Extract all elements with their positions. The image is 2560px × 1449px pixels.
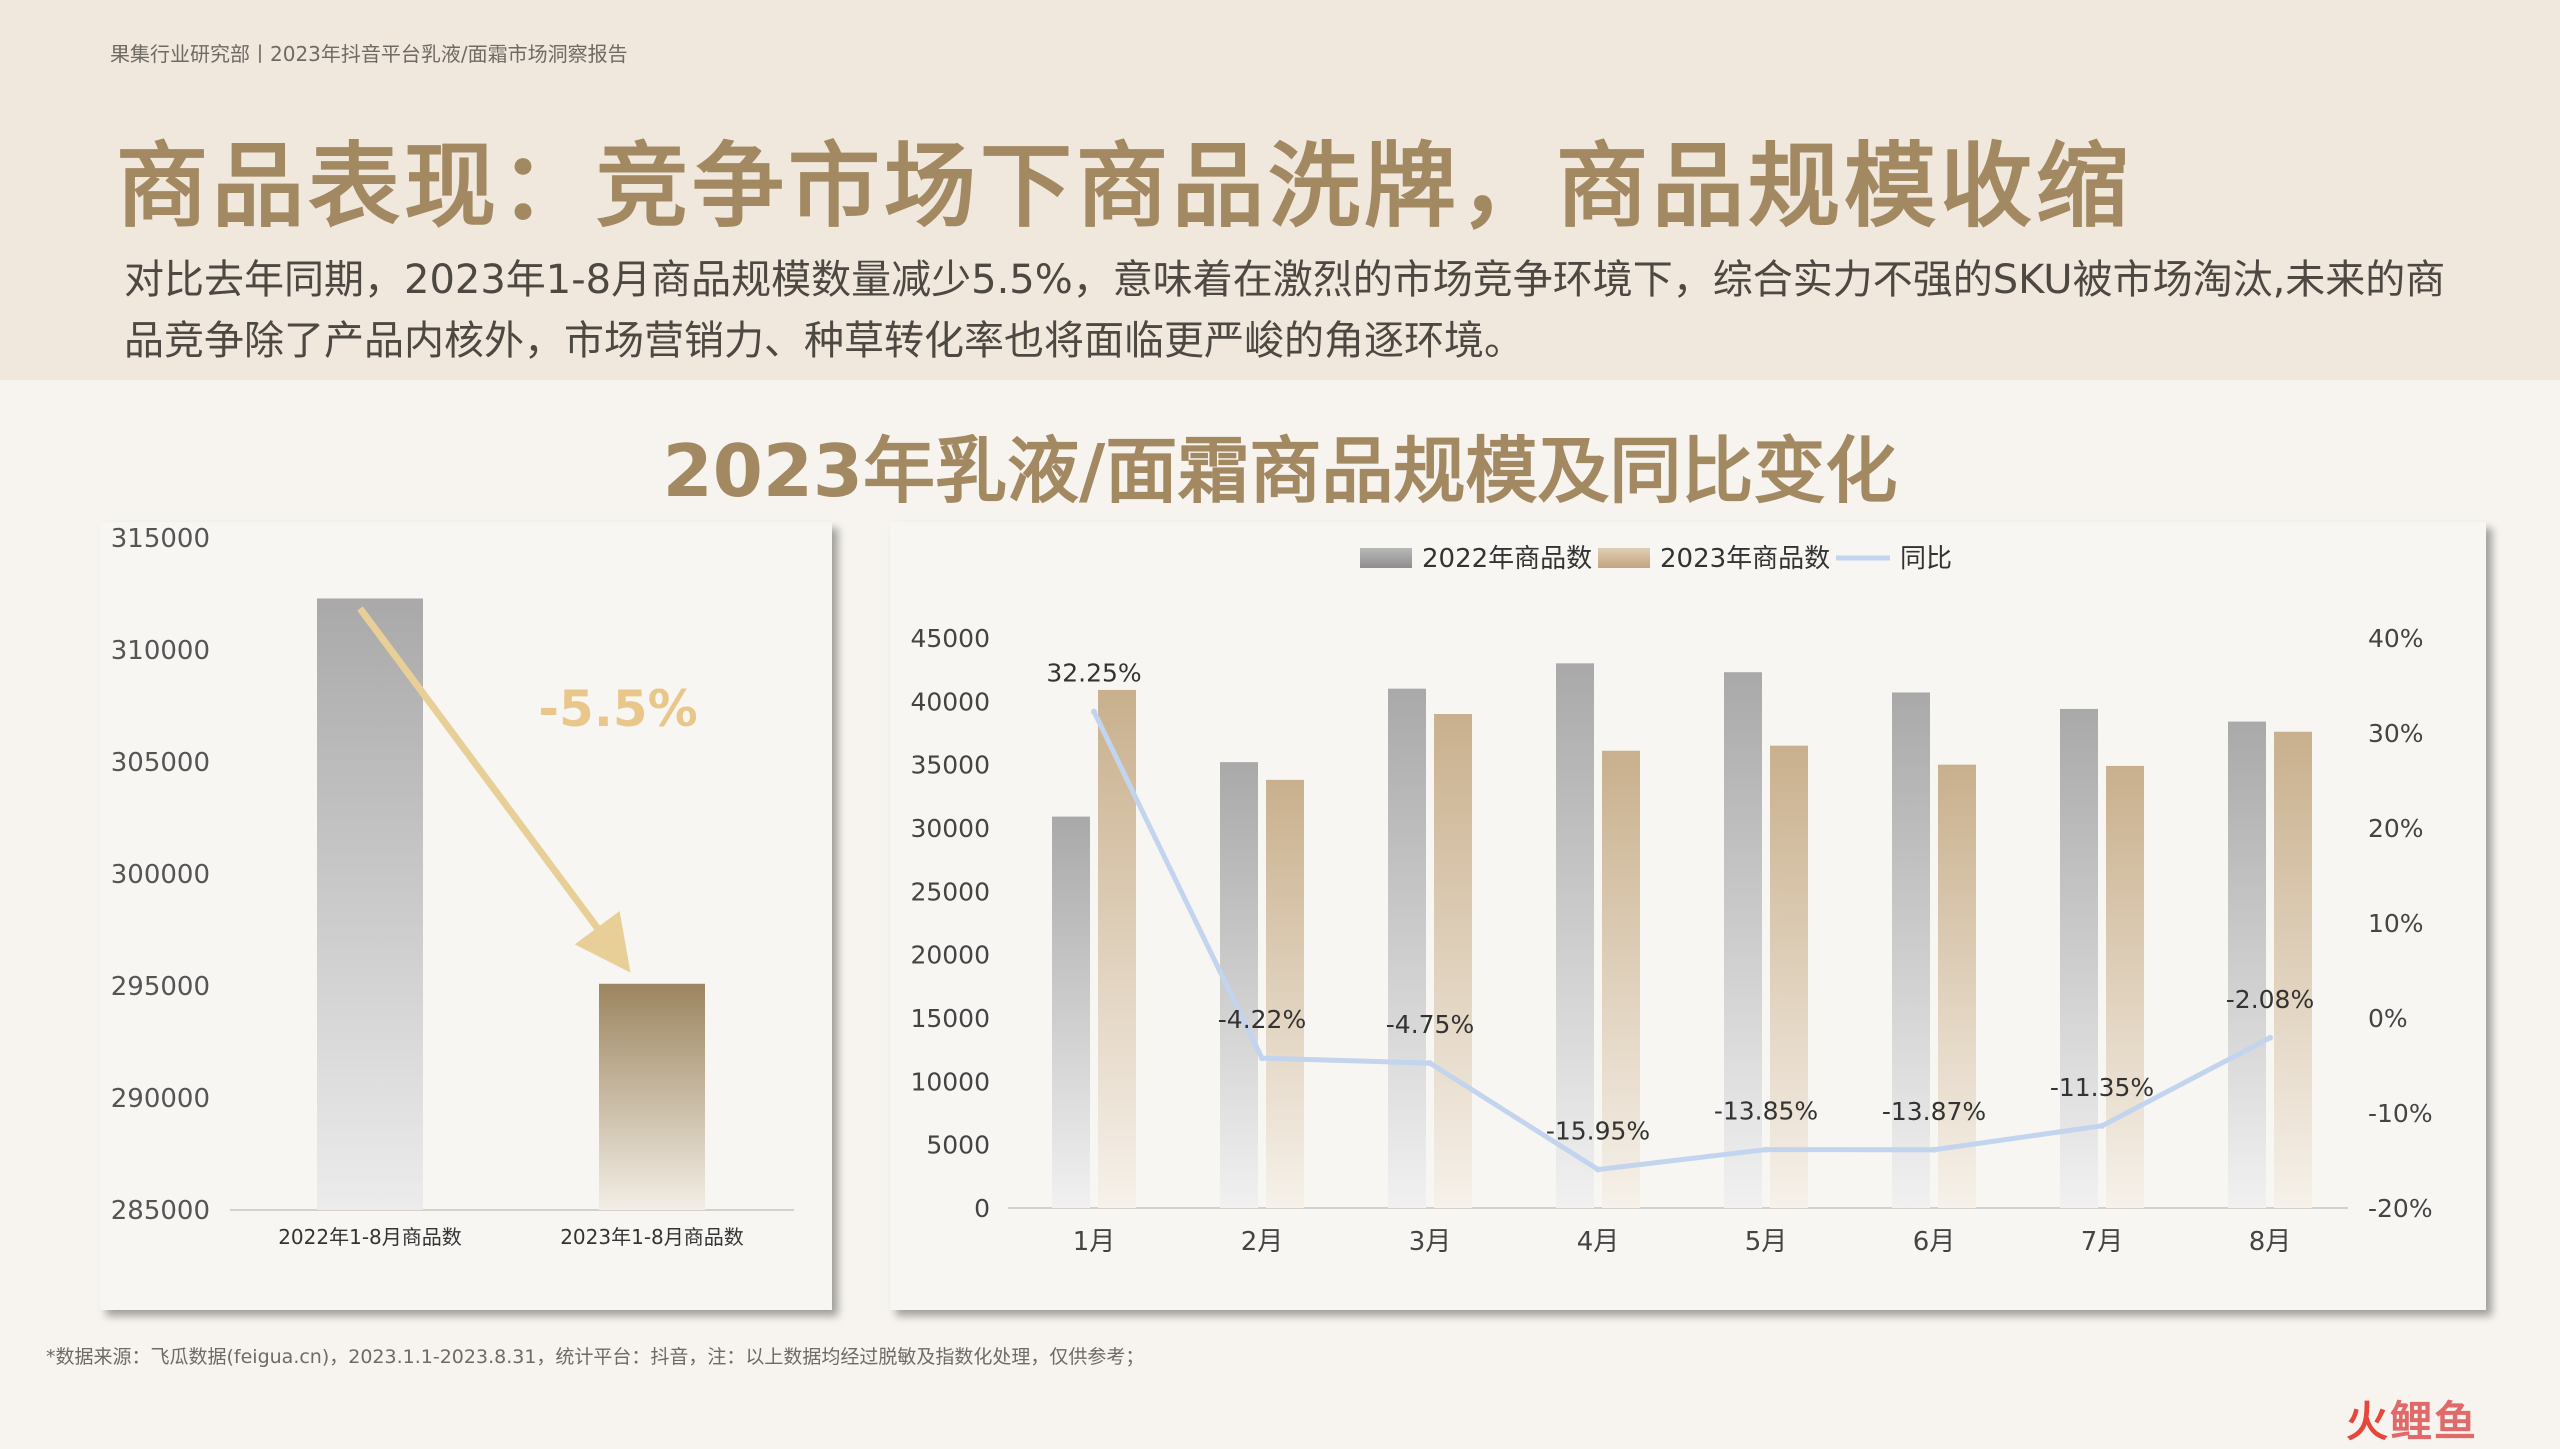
x-tick-label: 2月 [1241,1227,1284,1257]
total-chart-panel: 315000 310000 305000 300000 295000 290000 2850… [100,522,832,1310]
total-bar [599,983,705,1210]
y-tick-label: 10000 [910,1067,990,1096]
bar-2022 [1388,688,1426,1208]
bar-2022 [2228,721,2266,1208]
x-tick-label: 1月 [1073,1227,1116,1257]
y-tick-label: 290000 [111,1084,210,1114]
x-tick-label: 4月 [1577,1227,1620,1257]
breadcrumb: 果集行业研究部丨2023年抖音平台乳液/面霜市场洞察报告 [110,42,628,66]
bar-2022 [1052,816,1090,1208]
y-tick-label: 5000 [926,1131,990,1160]
y2-tick-label: 10% [2368,909,2424,938]
header-band [0,0,2560,380]
y-tick-label: 285000 [111,1196,210,1226]
bar-2023 [1602,750,1640,1208]
y-tick-label: 25000 [910,877,990,906]
y-tick-label: 295000 [111,972,210,1002]
legend-swatch-2022 [1360,548,1412,568]
y-tick-label: 40000 [910,687,990,716]
legend-label-2022: 2022年商品数 [1422,544,1592,574]
yoy-point [1931,1146,1937,1153]
x-tick-label: 7月 [2081,1227,2124,1257]
yoy-point [1427,1060,1433,1067]
bar-2023 [2106,765,2144,1208]
y-tick-label: 45000 [910,624,990,653]
x-tick-label: 6月 [1913,1227,1956,1257]
page-subtitle: 对比去年同期，2023年1-8月商品规模数量减少5.5%，意味着在激烈的市场竞争… [124,257,2446,364]
total-bar [317,598,423,1210]
x-tick-label: 2022年1-8月商品数 [278,1225,462,1249]
chart-title: 2023年乳液/面霜商品规模及同比变化 [662,429,1898,513]
y-tick-label: 300000 [111,860,210,890]
logo-part-2: 鲤鱼 [2390,1397,2479,1446]
total-bar-chart: 315000 310000 305000 300000 295000 290000 2850… [111,524,794,1249]
bar-2022 [1724,672,1762,1208]
y-tick-label: 20000 [910,941,990,970]
bar-2023 [1770,745,1808,1208]
y-tick-label: 35000 [910,751,990,780]
yoy-point [1763,1146,1769,1153]
yoy-data-label: -13.85% [1714,1097,1818,1126]
x-tick-label: 8月 [2249,1227,2292,1257]
y-tick-label: 15000 [910,1004,990,1033]
yoy-data-label: -13.87% [1882,1097,1986,1126]
yoy-point [2099,1122,2105,1129]
monthly-chart-panel: 45000 40000 35000 30000 25000 20000 15000 10000… [890,522,2486,1310]
bar-2023 [2274,731,2312,1208]
y2-tick-label: 20% [2368,814,2424,843]
y-tick-label: 0 [974,1194,990,1223]
y2-tick-label: -20% [2368,1194,2433,1223]
y2-tick-label: 0% [2368,1004,2408,1033]
x-tick-label: 3月 [1409,1227,1452,1257]
yoy-line [1091,710,2272,1173]
change-label: -5.5% [538,680,697,738]
brand-logo: 火鲤鱼 [2346,1388,2478,1449]
yoy-point [1595,1166,1601,1173]
y2-tick-label: 30% [2368,719,2424,748]
bar-2022 [1556,663,1594,1208]
bar-2022 [1892,692,1930,1208]
yoy-data-label: -4.22% [1218,1005,1306,1034]
yoy-data-label: 32.25% [1046,659,1141,688]
yoy-data-label: -4.75% [1386,1010,1474,1039]
y-tick-label: 30000 [910,814,990,843]
legend-swatch-2023 [1598,548,1650,568]
monthly-combo-chart: 45000 40000 35000 30000 25000 20000 15000 10000… [910,544,2433,1257]
y2-tick-label: -10% [2368,1099,2433,1128]
decline-arrow [357,606,631,973]
yoy-data-label: -15.95% [1546,1117,1650,1146]
y-tick-label: 305000 [111,748,210,778]
yoy-point [2267,1034,2273,1041]
yoy-data-label: -2.08% [2226,985,2314,1014]
x-tick-label: 5月 [1745,1227,1788,1257]
legend-label-2023: 2023年商品数 [1660,544,1830,574]
data-source-footnote: *数据来源：飞瓜数据(feigua.cn)，2023.1.1-2023.8.31… [46,1346,1145,1368]
y-tick-label: 310000 [111,636,210,666]
yoy-point [1259,1055,1265,1062]
logo-part-1: 火 [2346,1397,2391,1446]
legend-label-yoy: 同比 [1900,544,1952,574]
x-tick-label: 2023年1-8月商品数 [560,1225,744,1249]
y2-tick-label: 40% [2368,624,2424,653]
yoy-point [1091,708,1097,715]
bar-2023 [1938,764,1976,1208]
bar-2023 [1098,689,1136,1208]
yoy-data-label: -11.35% [2050,1073,2154,1102]
page-title: 商品表现：竞争市场下商品洗牌，商品规模收缩 [116,133,2133,240]
bar-2023 [1434,714,1472,1208]
bar-2023 [1266,779,1304,1208]
y-tick-label: 315000 [111,524,210,554]
